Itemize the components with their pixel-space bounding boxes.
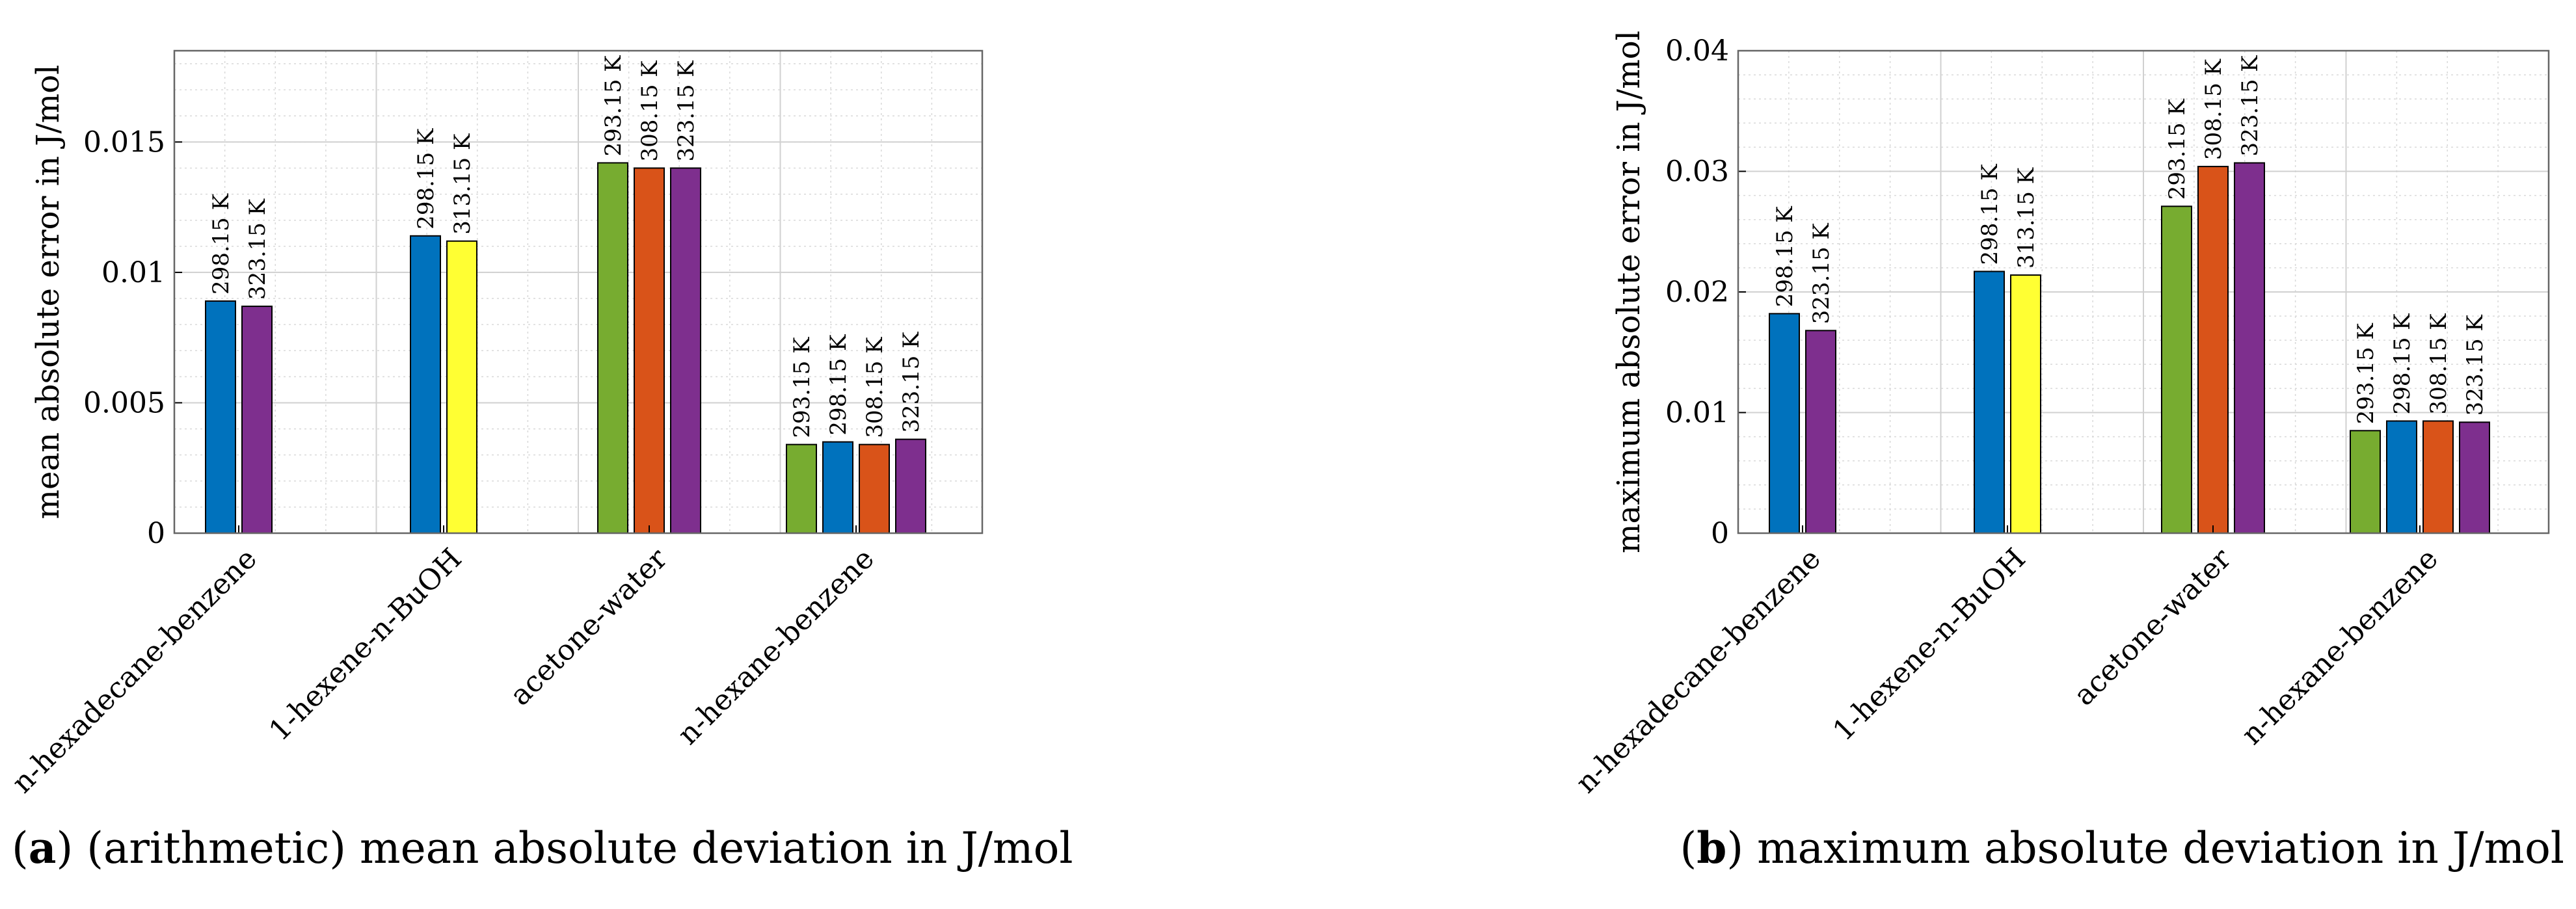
- bar-value-label-b: 308.15 K: [2426, 313, 2452, 415]
- bar-a: [895, 438, 926, 534]
- bar-value-label-a: 298.15 K: [413, 128, 439, 230]
- bar-value-label-b: 308.15 K: [2201, 59, 2227, 160]
- y-axis-label-a: mean absolute error in J/mol: [30, 65, 66, 520]
- caption-a: (a) (arithmetic) mean absolute deviation…: [12, 823, 1073, 873]
- y-tick-label-b: 0.02: [1665, 276, 1729, 309]
- bar-value-label-b: 323.15 K: [2237, 55, 2263, 157]
- bar-value-label-a: 323.15 K: [245, 198, 271, 300]
- bar-value-label-a: 298.15 K: [825, 334, 852, 436]
- caption-b-open: (: [1680, 823, 1697, 873]
- bar-b: [2161, 205, 2192, 534]
- caption-a-close: ): [56, 823, 74, 873]
- bar-value-label-a: 293.15 K: [789, 337, 815, 438]
- category-label-a: 1-hexene-n-BuOH: [263, 542, 468, 748]
- y-tick-label-a: 0.01: [101, 256, 165, 289]
- bar-a: [859, 443, 890, 534]
- bar-a: [597, 162, 628, 534]
- bar-b: [1974, 270, 2005, 534]
- bar-value-label-a: 313.15 K: [449, 133, 476, 235]
- category-label-b: acetone-water: [2067, 542, 2238, 712]
- caption-a-text: (arithmetic) mean absolute deviation in …: [73, 823, 1073, 873]
- category-label-b: 1-hexene-n-BuOH: [1827, 542, 2032, 748]
- bar-value-label-a: 323.15 K: [673, 60, 699, 162]
- bar-value-label-b: 293.15 K: [2353, 323, 2379, 425]
- category-label-a: acetone-water: [503, 542, 674, 712]
- y-tick-label-a: 0.005: [83, 386, 165, 419]
- bar-b: [1805, 330, 1836, 534]
- y-tick-label-b: 0: [1711, 517, 1729, 550]
- caption-b-tag: b: [1697, 823, 1727, 873]
- y-axis-label-b: maximum absolute error in J/mol: [1611, 31, 1647, 553]
- bar-a: [241, 306, 273, 534]
- bar-value-label-a: 308.15 K: [862, 337, 888, 438]
- bar-a: [205, 300, 236, 534]
- chart-panel-a: 298.15 K 323.15 K n-hexadecane-benzene 298.…: [6, 49, 984, 800]
- caption-b-text: maximum absolute deviation in J/mol: [1743, 823, 2564, 873]
- y-tick-label-a: 0: [147, 517, 165, 550]
- caption-a-open: (: [12, 823, 29, 873]
- bar-b: [2234, 162, 2265, 534]
- bar-a: [786, 443, 817, 534]
- y-tick-label-a: 0.015: [83, 125, 165, 159]
- bar-value-label-b: 323.15 K: [2462, 315, 2488, 416]
- bar-b: [2422, 420, 2454, 534]
- bar-a: [410, 235, 441, 534]
- bar-value-label-a: 308.15 K: [637, 60, 663, 162]
- bar-a: [822, 441, 853, 534]
- bar-value-label-a: 323.15 K: [898, 332, 924, 433]
- bar-value-label-b: 298.15 K: [2389, 313, 2415, 415]
- bar-b: [2459, 421, 2490, 534]
- chart-panel-b: 298.15 K 323.15 K n-hexadecane-benzene 298.…: [1570, 31, 2550, 800]
- caption-b: (b) maximum absolute deviation in J/mol: [1680, 823, 2564, 873]
- y-tick-label-b: 0.01: [1665, 397, 1729, 430]
- bar-value-label-a: 298.15 K: [208, 193, 234, 295]
- category-label-a: n-hexadecane-benzene: [6, 542, 263, 800]
- y-tick-label-b: 0.03: [1665, 155, 1729, 189]
- axes-frame-a: [173, 49, 984, 534]
- y-tick-label-b: 0.04: [1665, 34, 1729, 68]
- caption-a-tag: a: [28, 823, 57, 873]
- bar-value-label-b: 293.15 K: [2164, 99, 2190, 200]
- bar-value-label-b: 323.15 K: [1808, 223, 1834, 324]
- bar-value-label-b: 313.15 K: [2013, 167, 2039, 269]
- bar-a: [670, 167, 701, 534]
- bar-b: [2350, 430, 2381, 534]
- category-label-b: n-hexadecane-benzene: [1570, 542, 1827, 800]
- bar-a: [634, 167, 665, 534]
- bar-b: [2010, 274, 2041, 534]
- bar-value-label-b: 298.15 K: [1772, 206, 1798, 308]
- category-label-a: n-hexane-benzene: [671, 542, 881, 752]
- bar-b: [1769, 313, 1800, 534]
- caption-b-close: ): [1726, 823, 1744, 873]
- bar-value-label-a: 293.15 K: [600, 55, 626, 157]
- bar-a: [446, 240, 477, 534]
- bar-b: [2197, 166, 2229, 534]
- bar-value-label-b: 298.15 K: [1977, 164, 2003, 265]
- bar-b: [2386, 420, 2417, 534]
- axes-frame-b: [1737, 49, 2550, 534]
- category-label-b: n-hexane-benzene: [2235, 542, 2445, 752]
